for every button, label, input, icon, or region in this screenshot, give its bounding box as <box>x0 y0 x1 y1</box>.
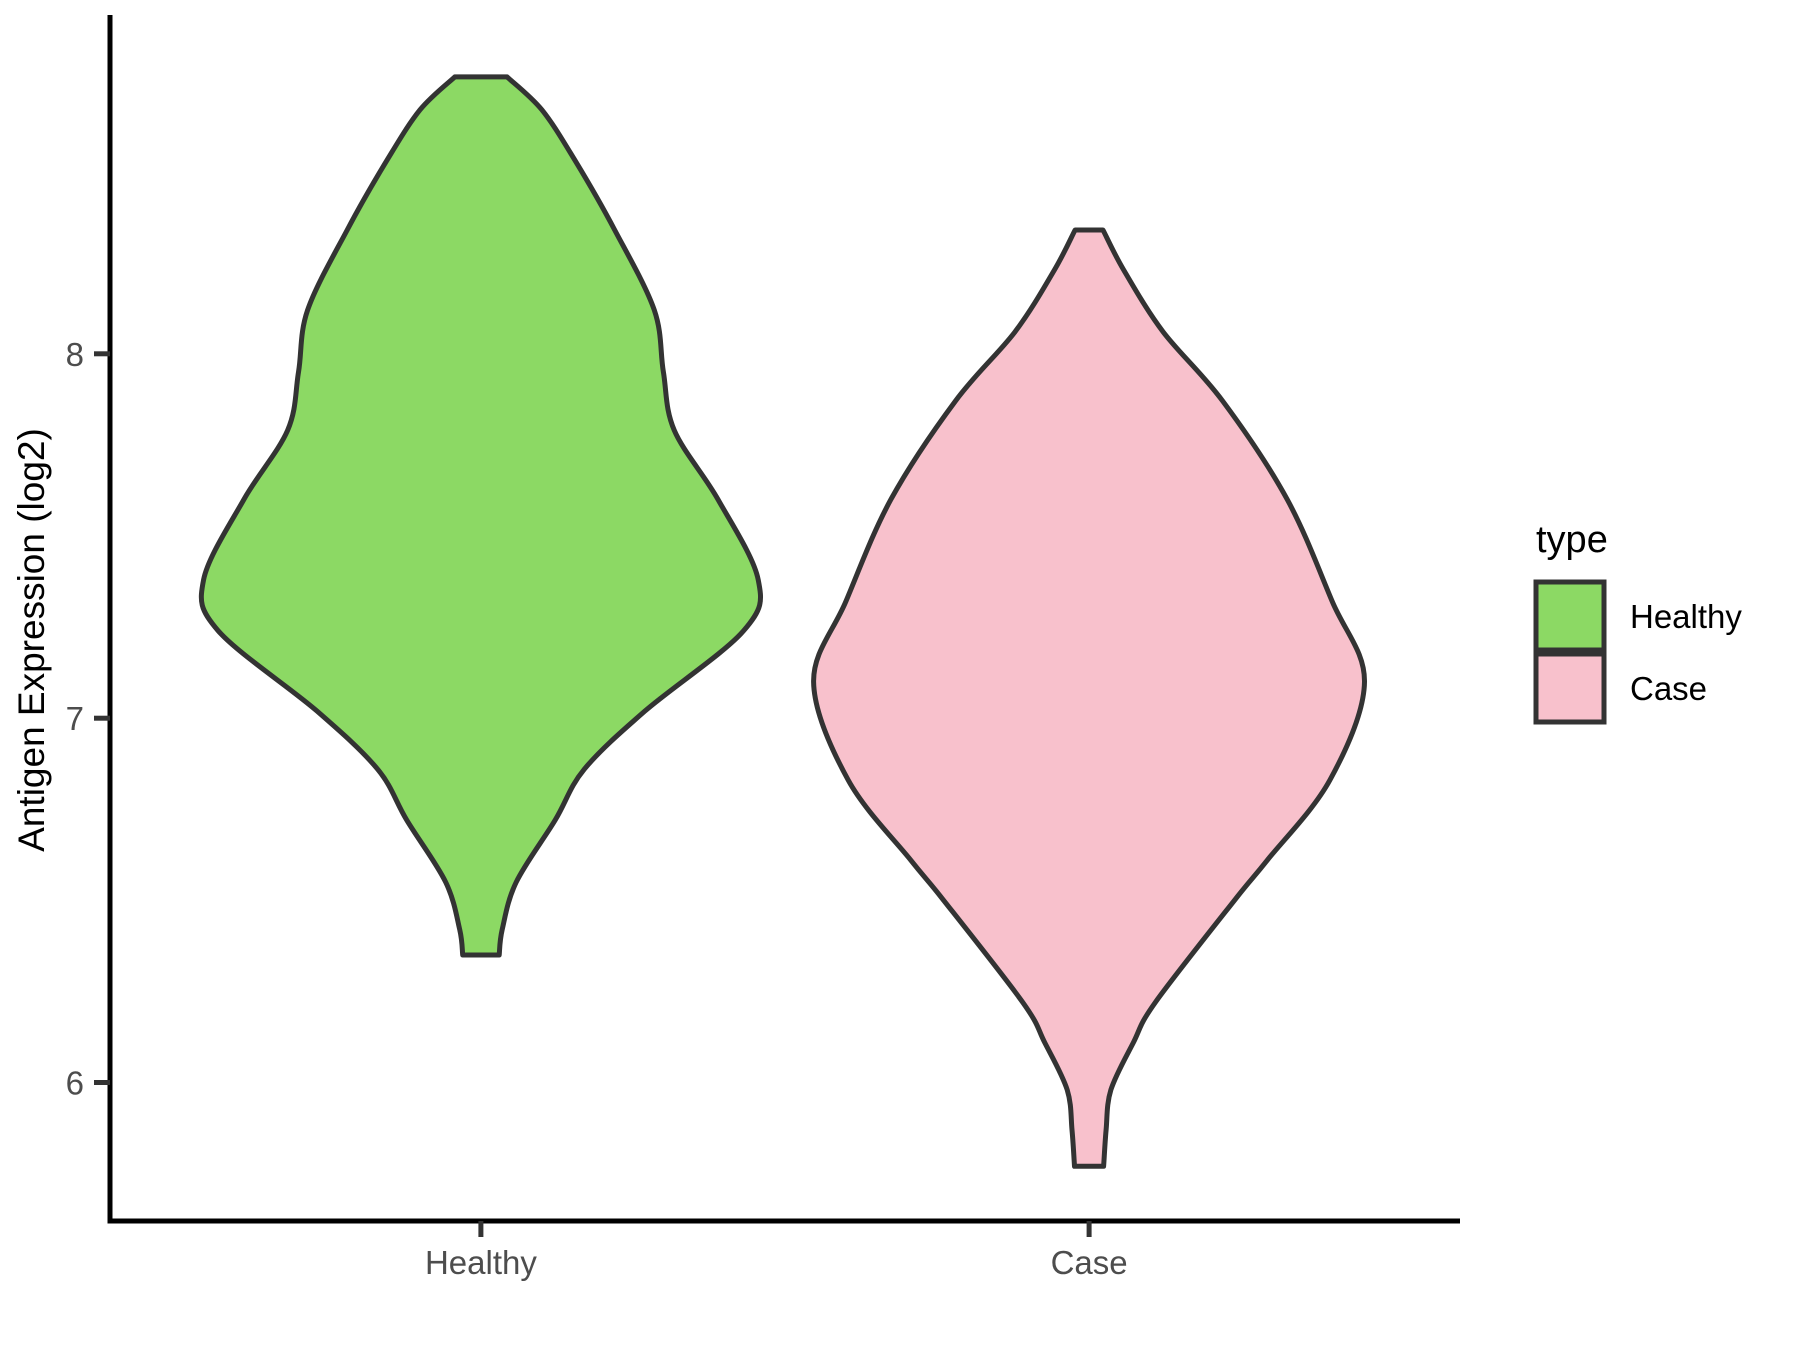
violin-healthy <box>198 74 763 958</box>
violins-group <box>198 74 1368 1169</box>
legend-label-healthy: Healthy <box>1630 598 1742 635</box>
x-category-label-case: Case <box>1051 1244 1128 1281</box>
legend-swatch-healthy <box>1533 579 1607 653</box>
legend-title: type <box>1536 519 1608 561</box>
x-category-label-healthy: Healthy <box>425 1244 537 1281</box>
legend-swatch-case <box>1533 651 1607 725</box>
x-axis-ticks: Healthy Case <box>425 1221 1128 1281</box>
legend-label-case: Case <box>1630 670 1707 707</box>
y-tick-label: 6 <box>66 1065 84 1102</box>
y-axis-ticks: 6 7 8 <box>66 336 110 1102</box>
y-tick-label: 7 <box>66 700 84 737</box>
legend-entries: Healthy Case <box>1533 579 1742 725</box>
y-axis-title: Antigen Expression (log2) <box>11 428 52 852</box>
y-tick-label: 8 <box>66 336 84 373</box>
violin-case <box>811 227 1368 1169</box>
legend: type Healthy Case <box>1533 519 1742 725</box>
